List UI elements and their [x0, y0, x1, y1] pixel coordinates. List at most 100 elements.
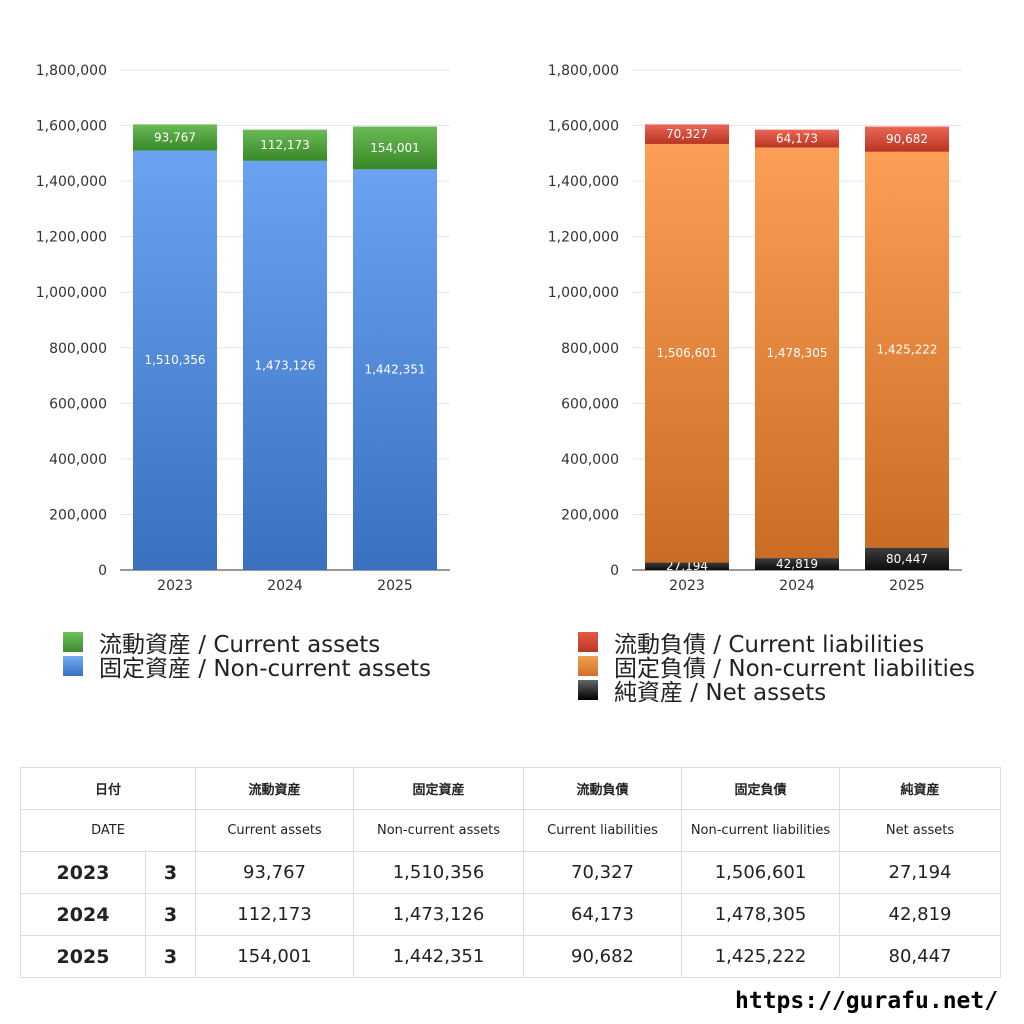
bar-segment: [865, 126, 949, 152]
cell-current-assets: 112,173: [195, 893, 355, 936]
table-row: 2024 3 112,173 1,473,126 64,173 1,478,30…: [20, 893, 1002, 936]
cell-net-assets: 27,194: [839, 851, 1002, 894]
table-row: 2023 3 93,767 1,510,356 70,327 1,506,601…: [20, 851, 1002, 894]
header-net-assets: 純資産: [839, 767, 1002, 810]
header-date-en: DATE: [19, 809, 197, 852]
header-non-current-assets-en: Non-current assets: [353, 809, 525, 852]
x-tick-label: 2025: [889, 578, 925, 594]
x-tick-label: 2024: [267, 578, 303, 594]
data-table: 日付 流動資産 固定資産 流動負債 固定負債 純資産 DATE Current …: [19, 767, 1002, 978]
legend-label: 固定資産 / Non-current assets: [99, 656, 432, 682]
data-label: 93,767: [154, 130, 196, 144]
legend-swatch: [578, 632, 598, 652]
legend-swatch: [578, 680, 598, 700]
x-tick-label: 2025: [377, 578, 413, 594]
cell-current-liabilities: 70,327: [523, 851, 683, 894]
cell-non-current-assets: 1,442,351: [353, 935, 525, 978]
y-tick-label: 0: [610, 563, 619, 579]
y-tick-label: 1,600,000: [548, 119, 619, 135]
header-current-assets: 流動資産: [195, 767, 355, 810]
cell-current-assets: 93,767: [195, 851, 355, 894]
y-tick-label: 1,400,000: [36, 174, 107, 190]
y-tick-label: 400,000: [49, 452, 107, 468]
data-label: 1,478,305: [766, 346, 827, 360]
cell-current-liabilities: 90,682: [523, 935, 683, 978]
y-tick-label: 1,400,000: [548, 174, 619, 190]
cell-non-current-assets: 1,510,356: [353, 851, 525, 894]
legend-label: 流動資産 / Current assets: [99, 632, 381, 658]
data-label: 27,194: [666, 559, 708, 573]
legend-item-net-assets: 純資産 / Net assets: [578, 678, 975, 706]
bar-segment: [353, 126, 437, 170]
bar-segment: [865, 151, 949, 548]
cell-year: 2025: [20, 935, 146, 978]
x-tick-label: 2024: [779, 578, 815, 594]
data-label: 90,682: [886, 132, 928, 146]
cell-non-current-assets: 1,473,126: [353, 893, 525, 936]
header-current-liabilities-en: Current liabilities: [523, 809, 683, 852]
x-tick-label: 2023: [669, 578, 705, 594]
y-tick-label: 1,800,000: [548, 63, 619, 79]
data-label: 1,473,126: [254, 358, 315, 372]
header-date: 日付: [19, 767, 197, 810]
legend-swatch: [578, 656, 598, 676]
y-tick-label: 1,800,000: [36, 63, 107, 79]
bar-segment: [243, 129, 327, 161]
y-tick-label: 200,000: [561, 507, 619, 523]
bar-segment: [645, 562, 729, 570]
legend-liabilities: 流動負債 / Current liabilities 固定負債 / Non-cu…: [578, 630, 975, 706]
cell-month: 3: [144, 893, 197, 936]
y-tick-label: 600,000: [49, 396, 107, 412]
y-tick-label: 400,000: [561, 452, 619, 468]
data-label: 42,819: [776, 557, 818, 571]
header-non-current-assets: 固定資産: [353, 767, 525, 810]
legend-swatch: [63, 632, 83, 652]
bar-segment: [645, 143, 729, 563]
cell-net-assets: 42,819: [839, 893, 1002, 936]
legend-label: 固定負債 / Non-current liabilities: [614, 656, 975, 682]
liabilities-chart: 0 200,000 400,000 600,000 800,000 1,000,000 1,…: [548, 63, 962, 594]
header-non-current-liabilities: 固定負債: [681, 767, 841, 810]
legend-item-current-assets: 流動資産 / Current assets: [63, 630, 431, 658]
data-label: 154,001: [370, 141, 420, 155]
cell-current-assets: 154,001: [195, 935, 355, 978]
table-header-en: DATE Current assets Non-current assets C…: [19, 809, 1002, 852]
site-url[interactable]: https://gurafu.net/: [735, 988, 999, 1014]
data-label: 1,506,601: [656, 346, 717, 360]
table-row: 2025 3 154,001 1,442,351 90,682 1,425,22…: [20, 935, 1002, 978]
cell-non-current-liabilities: 1,478,305: [681, 893, 841, 936]
cell-month: 3: [144, 851, 197, 894]
header-current-liabilities: 流動負債: [523, 767, 683, 810]
y-tick-label: 200,000: [49, 507, 107, 523]
bar-segment: [645, 124, 729, 144]
bar-segment: [353, 169, 437, 571]
data-label: 1,442,351: [364, 363, 425, 377]
cell-current-liabilities: 64,173: [523, 893, 683, 936]
legend-label: 流動負債 / Current liabilities: [614, 632, 925, 658]
cell-non-current-liabilities: 1,425,222: [681, 935, 841, 978]
data-label: 1,510,356: [144, 353, 205, 367]
y-tick-label: 1,000,000: [548, 285, 619, 301]
y-tick-label: 800,000: [561, 341, 619, 357]
legend-swatch: [63, 656, 83, 676]
data-label: 70,327: [666, 127, 708, 141]
header-current-assets-en: Current assets: [195, 809, 355, 852]
y-tick-label: 1,000,000: [36, 285, 107, 301]
data-label: 64,173: [776, 132, 818, 146]
cell-year: 2023: [20, 851, 146, 894]
legend-assets: 流動資産 / Current assets 固定資産 / Non-current…: [63, 630, 431, 682]
cell-month: 3: [144, 935, 197, 978]
legend-item-non-current-liabilities: 固定負債 / Non-current liabilities: [578, 654, 975, 682]
bar-segment: [865, 547, 949, 570]
table-header-jp: 日付 流動資産 固定資産 流動負債 固定負債 純資産: [19, 767, 1002, 810]
cell-net-assets: 80,447: [839, 935, 1002, 978]
bar-segment: [243, 160, 327, 570]
cell-year: 2024: [20, 893, 146, 936]
data-label: 112,173: [260, 138, 310, 152]
bar-segment: [133, 150, 217, 570]
data-label: 1,425,222: [876, 343, 937, 357]
bar-segment: [755, 129, 839, 148]
bar-segment: [133, 124, 217, 151]
y-tick-label: 800,000: [49, 341, 107, 357]
legend-label: 純資産 / Net assets: [614, 680, 827, 706]
